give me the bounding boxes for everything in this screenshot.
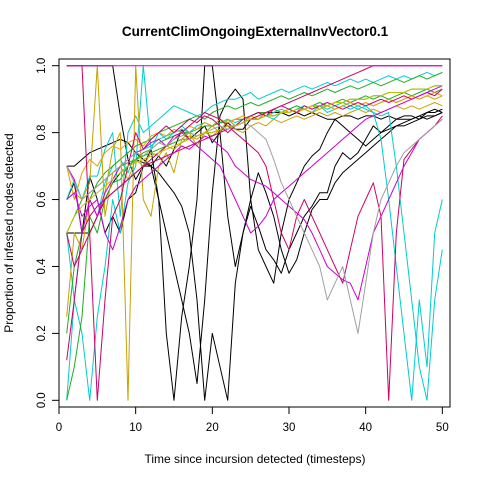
x-axis: 0 10 20 30 40 50 xyxy=(56,406,449,434)
y-tick-label: 0.6 xyxy=(36,192,48,208)
series-line-8 xyxy=(66,71,443,334)
series-line-19 xyxy=(66,118,443,301)
y-axis: 0.0 0.2 0.4 0.6 0.8 1.0 xyxy=(36,58,60,408)
series-line-12 xyxy=(66,65,443,217)
series-layer xyxy=(66,65,443,401)
x-tick-label: 20 xyxy=(206,422,219,434)
series-line-14 xyxy=(66,65,443,401)
x-tick-label: 40 xyxy=(359,422,372,434)
series-line-3 xyxy=(66,112,443,401)
y-tick-label: 0.8 xyxy=(36,125,48,141)
x-axis-label: Time since incursion detected (timesteps… xyxy=(145,452,366,466)
series-line-20 xyxy=(66,118,443,334)
y-tick-label: 0.0 xyxy=(36,392,48,408)
series-line-2 xyxy=(66,65,443,401)
x-tick-label: 0 xyxy=(56,422,62,434)
series-line-21 xyxy=(66,85,443,234)
y-tick-label: 1.0 xyxy=(36,58,48,74)
y-tick-label: 0.4 xyxy=(36,258,48,275)
y-tick-label: 0.2 xyxy=(36,325,48,341)
x-tick-label: 50 xyxy=(436,422,449,434)
x-tick-label: 10 xyxy=(129,422,142,434)
chart-title: CurrentClimOngoingExternalInvVector0.1 xyxy=(122,24,389,39)
series-line-1 xyxy=(66,65,443,180)
series-line-15 xyxy=(66,112,443,401)
x-tick-label: 30 xyxy=(283,422,296,434)
series-line-11 xyxy=(66,65,443,401)
series-line-5 xyxy=(66,71,443,217)
y-axis-label: Proportion of infested nodes detected xyxy=(2,133,16,332)
